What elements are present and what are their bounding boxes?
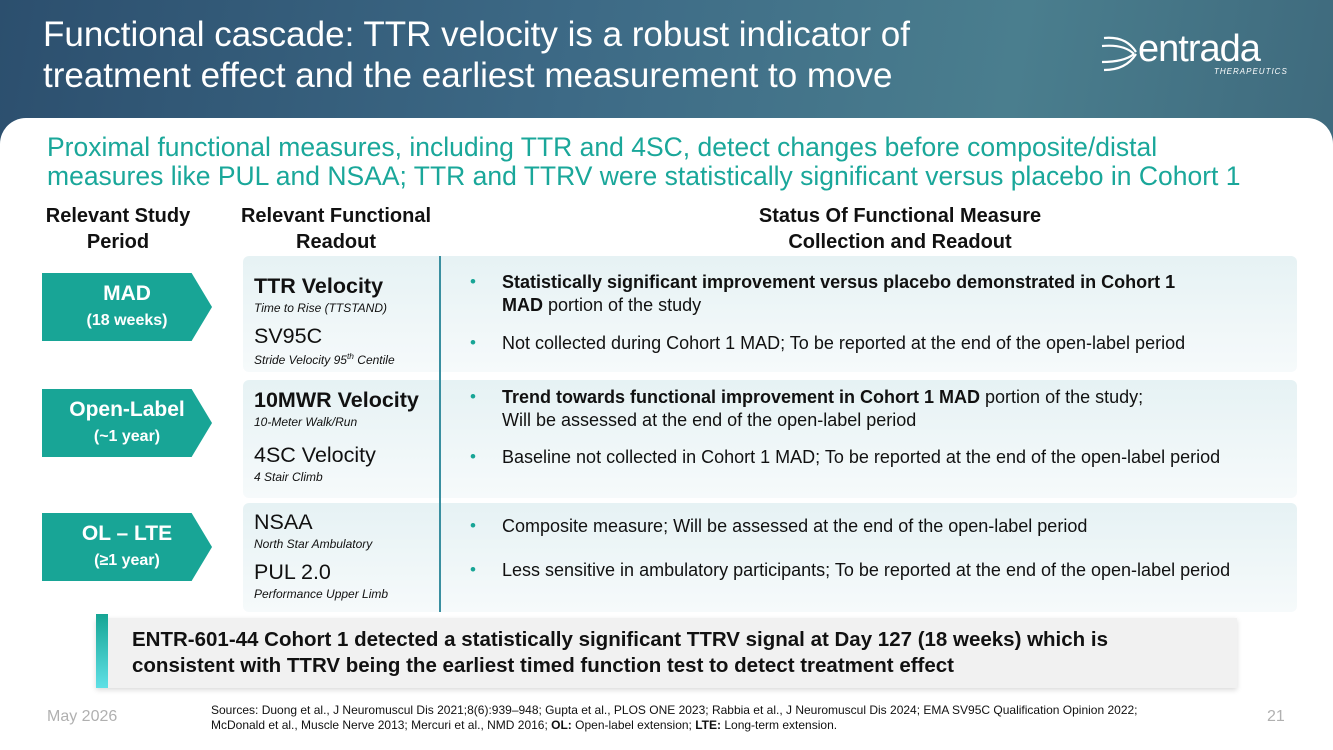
text-segment: Centile — [353, 353, 395, 367]
period: OL – LTE — [81, 522, 173, 545]
divider — [439, 256, 441, 612]
column-header: Relevant Functional Readout — [220, 203, 452, 255]
text-segment: 10-Meter Walk/Run — [254, 415, 358, 429]
bullet: • — [470, 387, 476, 406]
text-segment: Will be assessed at the end of the open-… — [502, 410, 917, 430]
measure-name: SV95C — [254, 324, 323, 348]
subtitle-line: measures like PUL and NSAA; TTR and TTRV… — [47, 161, 1241, 191]
status-line: Trend towards functional improvement in … — [502, 387, 1143, 408]
text-segment: Not collected during Cohort 1 MAD; To be… — [502, 333, 1186, 353]
status-line: MAD portion of the study — [502, 295, 701, 316]
logo-mark — [1101, 36, 1137, 72]
bullet: • — [470, 272, 476, 291]
text-segment: Baseline not collected in Cohort 1 MAD; … — [502, 447, 1221, 467]
status-line: Composite measure; Will be assessed at t… — [502, 516, 1087, 537]
measure-desc: 4 Stair Climb — [254, 470, 323, 484]
text-segment: portion of the study; — [980, 387, 1144, 407]
column-header-line: Relevant Functional — [240, 205, 432, 227]
column-header-line: Status Of Functional Measure — [758, 205, 1042, 227]
measure-desc: 10-Meter Walk/Run — [254, 415, 357, 429]
measure-name: NSAA — [254, 510, 313, 534]
callout-line: consistent with TTRV being the earliest … — [132, 654, 955, 677]
bullet: • — [470, 516, 476, 535]
logo-sub: THERAPEUTICS — [1214, 67, 1288, 76]
text-segment: 4 Stair Climb — [254, 470, 323, 484]
logo-text: entrada — [1138, 28, 1261, 70]
measure-desc: Stride Velocity 95th Centile — [254, 351, 395, 367]
period-arrow: Open-Label (~1 year) — [42, 389, 212, 457]
text-segment: MAD — [502, 295, 543, 315]
text-segment: Stride Velocity 95 — [254, 353, 347, 367]
title-line: treatment effect and the earliest measur… — [43, 56, 893, 95]
measure-name: 4SC Velocity — [254, 443, 376, 467]
subtitle-line: Proximal functional measures, including … — [47, 132, 1158, 162]
page-number: 21 — [1267, 708, 1285, 725]
text-segment: Less sensitive in ambulatory participant… — [502, 560, 1231, 580]
measure-name: 10MWR Velocity — [254, 388, 419, 412]
bullet: • — [470, 560, 476, 579]
text-segment: LTE: — [695, 718, 722, 732]
period: Open-Label — [69, 398, 185, 421]
period: MAD — [103, 282, 151, 305]
status-line: Less sensitive in ambulatory participant… — [502, 560, 1230, 581]
text-segment: North Star Ambulatory — [254, 537, 373, 551]
text-segment: Long-term extension. — [721, 718, 838, 732]
text-segment: Performance Upper Limb — [254, 587, 389, 601]
bullet: • — [470, 333, 476, 352]
text-segment: Trend towards functional improvement in … — [502, 387, 981, 407]
subtitle: Proximal functional measures, including … — [47, 133, 1241, 191]
measure-desc: Time to Rise (TTSTAND) — [254, 301, 387, 315]
text-segment: Composite measure; Will be assessed at t… — [502, 516, 1088, 536]
text-segment: McDonald et al., Muscle Nerve 2013; Merc… — [211, 718, 552, 732]
bullet: • — [470, 447, 476, 466]
column-header: Status Of Functional Measure Collection a… — [600, 203, 1200, 255]
column-header-line: Collection and Readout — [788, 231, 1012, 253]
callout-bar — [96, 614, 108, 688]
text-segment: Time to Rise (TTSTAND) — [254, 301, 388, 315]
date: May 2026 — [47, 708, 118, 725]
status-line: Baseline not collected in Cohort 1 MAD; … — [502, 447, 1220, 468]
status-line: Will be assessed at the end of the open-… — [502, 410, 916, 431]
callout-box — [96, 618, 1237, 688]
status-line: Not collected during Cohort 1 MAD; To be… — [502, 333, 1185, 354]
duration: (18 weeks) — [86, 312, 168, 329]
status-line: Statistically significant improvement ve… — [502, 272, 1175, 293]
title: Functional cascade: TTR velocity is a ro… — [43, 14, 910, 96]
text-segment: Statistically significant improvement ve… — [502, 272, 1176, 292]
duration: (≥1 year) — [94, 552, 160, 569]
callout-line: ENTR-601-44 Cohort 1 detected a statisti… — [132, 628, 1108, 651]
row-background — [243, 380, 1297, 498]
measure-name: PUL 2.0 — [254, 560, 331, 584]
callout: ENTR-601-44 Cohort 1 detected a statisti… — [132, 627, 1108, 679]
text-segment: OL: — [551, 718, 572, 732]
measure-desc: North Star Ambulatory — [254, 537, 372, 551]
duration: (~1 year) — [93, 428, 161, 445]
column-header-line: Relevant Study — [45, 205, 191, 227]
column-header: Relevant Study Period — [18, 203, 218, 255]
source-line: McDonald et al., Muscle Nerve 2013; Merc… — [211, 718, 837, 732]
title-line: Functional cascade: TTR velocity is a ro… — [43, 15, 910, 54]
column-header-line: Readout — [296, 231, 376, 253]
source-line: Sources: Duong et al., J Neuromuscul Dis… — [211, 703, 1138, 717]
period-arrow: OL – LTE (≥1 year) — [42, 513, 212, 581]
text-segment: portion of the study — [543, 295, 702, 315]
period-arrow: MAD (18 weeks) — [42, 273, 212, 341]
row-background — [243, 503, 1297, 612]
measure-desc: Performance Upper Limb — [254, 587, 388, 601]
measure-name: TTR Velocity — [254, 274, 384, 298]
text-segment: Open-label extension; — [571, 718, 696, 732]
column-header-line: Period — [86, 231, 150, 253]
text-segment: th — [346, 351, 354, 361]
row-background — [243, 256, 1297, 372]
text-segment: Sources: Duong et al., J Neuromuscul Dis… — [211, 703, 1138, 717]
